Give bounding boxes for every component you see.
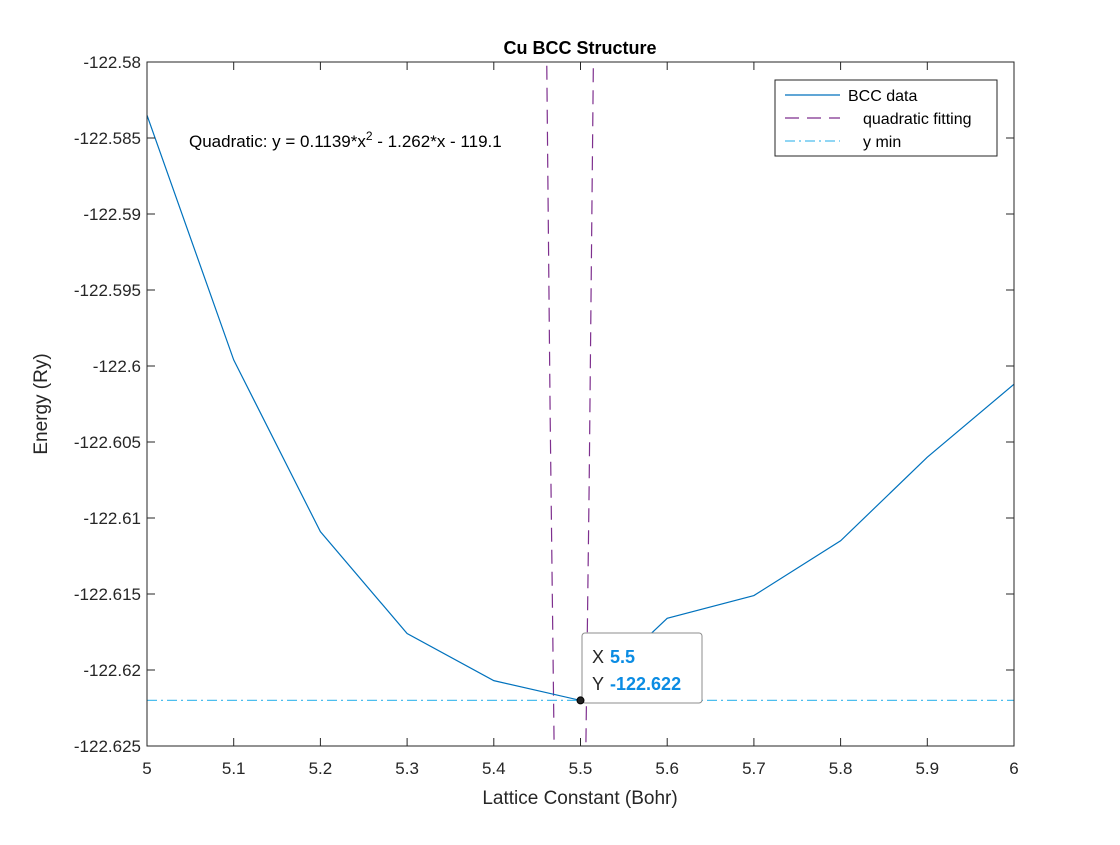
equation-superscript: 2	[366, 129, 373, 143]
datatip-marker[interactable]	[576, 696, 585, 705]
x-tick-label: 5.5	[569, 759, 593, 778]
y-tick-label: -122.6	[93, 357, 141, 376]
legend[interactable]: BCC data quadratic fitting y min	[774, 79, 998, 157]
y-tick-label: -122.62	[83, 661, 141, 680]
y-tick-label: -122.625	[74, 737, 141, 756]
y-tick-label: -122.595	[74, 281, 141, 300]
datatip-y-label: Y	[592, 674, 604, 694]
y-tick-label: -122.585	[74, 129, 141, 148]
chart-title: Cu BCC Structure	[503, 38, 656, 58]
x-tick-label: 5.8	[829, 759, 853, 778]
equation-prefix: Quadratic: y = 0.1139*x	[189, 132, 366, 151]
x-tick-label: 5	[142, 759, 151, 778]
equation-suffix: - 1.262*x - 119.1	[373, 132, 502, 151]
x-tick-label: 5.4	[482, 759, 506, 778]
x-tick-label: 5.7	[742, 759, 766, 778]
x-axis-label: Lattice Constant (Bohr)	[482, 788, 677, 809]
x-tick-label: 6	[1009, 759, 1018, 778]
y-tick-label: -122.605	[74, 433, 141, 452]
y-tick-label: -122.61	[83, 509, 141, 528]
x-tick-label: 5.9	[915, 759, 939, 778]
datatip-x-row: X 5.5	[592, 647, 635, 667]
datatip-y-row: Y -122.622	[592, 674, 681, 694]
x-tick-label: 5.1	[222, 759, 246, 778]
x-tick-label: 5.3	[395, 759, 419, 778]
datatip-box	[581, 632, 703, 704]
plot-area	[147, 62, 1014, 746]
legend-label-bcc-data: BCC data	[848, 88, 917, 105]
y-tick-label: -122.58	[83, 53, 141, 72]
y-axis-label: Energy (Ry)	[31, 353, 52, 454]
y-tick-label: -122.615	[74, 585, 141, 604]
x-tick-label: 5.6	[655, 759, 679, 778]
datatip-y-value: -122.622	[610, 674, 681, 694]
x-tick-label: 5.2	[309, 759, 333, 778]
y-tick-label: -122.59	[83, 205, 141, 224]
datatip[interactable]: X 5.5 Y -122.622	[576, 632, 703, 705]
legend-label-y-min: y min	[863, 134, 901, 151]
datatip-x-label: X	[592, 647, 604, 667]
axes-layer: 5 5.1 5.2 5.3 5.4 5.5 5.6 5.7 5.8 5.9 6 -122.58 -122…	[74, 53, 1019, 778]
legend-label-quadratic-fitting: quadratic fitting	[863, 111, 972, 128]
datatip-x-value: 5.5	[610, 647, 635, 667]
fit-equation-annotation: Quadratic: y = 0.1139*x2 - 1.262*x - 119…	[189, 129, 502, 151]
